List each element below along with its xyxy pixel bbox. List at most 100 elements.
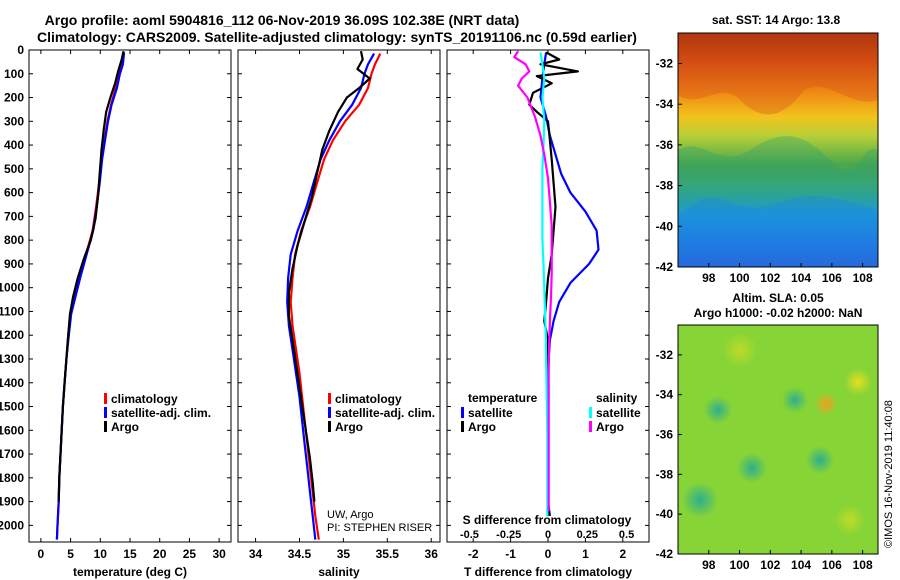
depth-tick-label: 700 <box>4 209 24 223</box>
depth-tick-label: 1600 <box>0 423 24 437</box>
series-line-argo <box>57 50 125 502</box>
map-x-tick-label: 108 <box>853 271 873 285</box>
map-y-tick-label: -42 <box>656 547 674 561</box>
map-x-tick-label: 98 <box>702 271 716 285</box>
map-y-tick-label: -42 <box>656 260 674 274</box>
legend-satellite: satellite-adj. clim. <box>335 406 435 420</box>
sla-map-title-2: Argo h1000: -0.02 h2000: NaN <box>694 306 863 320</box>
map-y-tick-label: -38 <box>656 179 674 193</box>
sla-eddy <box>782 387 808 413</box>
sla-warm-eddy <box>834 504 866 536</box>
map-y-tick-label: -40 <box>656 507 674 521</box>
legend-salinity-title: salinity <box>596 391 638 405</box>
x-tick-label: 35 <box>337 547 351 561</box>
legend-marker-climatology <box>104 393 107 404</box>
x-tick-label: 1 <box>582 547 589 561</box>
map-x-tick-label: 104 <box>791 271 811 285</box>
legend-marker-s-argo <box>589 421 592 432</box>
map-x-tick-label: 98 <box>702 558 716 572</box>
salinity-legend: climatology satellite-adj. clim. Argo <box>328 392 435 434</box>
series-line-argo <box>287 50 371 502</box>
legend-marker-t-argo <box>461 421 464 432</box>
legend-t-argo: Argo <box>468 420 496 434</box>
depth-axis: 0 100 200 300 400 500 600 700 800 900 1000 1100 1200… <box>0 43 649 532</box>
legend-satellite: satellite-adj. clim. <box>111 406 211 420</box>
depth-tick-label: 400 <box>4 138 24 152</box>
series-line-satellite-adj-clim- <box>55 52 126 540</box>
x-tick-label: 15 <box>123 547 137 561</box>
temperature-legend: climatology satellite-adj. clim. Argo <box>104 392 211 434</box>
sst-warm-patch <box>678 33 878 115</box>
depth-tick-label: 1300 <box>0 352 24 366</box>
map-x-tick-label: 100 <box>730 558 750 572</box>
map-x-tick-label: 100 <box>730 271 750 285</box>
series-line-s-argo <box>513 50 553 512</box>
legend-marker-argo <box>328 421 331 432</box>
legend-climatology: climatology <box>335 392 402 406</box>
sst-map-field <box>678 33 878 267</box>
title-line-1: Argo profile: aoml 5904816_112 06-Nov-20… <box>45 12 520 28</box>
map-x-tick-label: 106 <box>822 558 842 572</box>
depth-tick-label: 800 <box>4 233 24 247</box>
sla-eddy <box>682 482 718 518</box>
legend-argo: Argo <box>335 420 363 434</box>
x-tick-label: 2 <box>619 547 626 561</box>
legend-marker-satellite <box>104 407 107 418</box>
x-tick-label: 10 <box>94 547 108 561</box>
difference-legend: temperature salinity satellite Argo sate… <box>461 391 641 434</box>
profile-lines <box>55 50 600 540</box>
map-y-tick-label: -38 <box>656 467 674 481</box>
legend-climatology: climatology <box>111 392 178 406</box>
depth-tick-label: 1800 <box>0 471 24 485</box>
x-tick-label: 30 <box>212 547 226 561</box>
legend-marker-climatology <box>328 393 331 404</box>
legend-marker-argo <box>104 421 107 432</box>
depth-tick-label: 1900 <box>0 495 24 509</box>
depth-tick-label: 600 <box>4 186 24 200</box>
x-tick-label: 20 <box>153 547 167 561</box>
map-y-tick-label: -34 <box>656 388 674 402</box>
salinity-annotation-line-1: UW, Argo <box>327 509 373 521</box>
sla-eddy <box>737 453 767 483</box>
map-x-tick-label: 104 <box>791 558 811 572</box>
depth-tick-label: 200 <box>4 91 24 105</box>
sla-eddy <box>704 396 732 424</box>
s-diff-tick-label: -0.25 <box>496 529 521 541</box>
difference-xlabel: T difference from climatology <box>464 565 632 579</box>
sla-map-title-1: Altim. SLA: 0.05 <box>732 291 824 305</box>
sst-green-patch <box>678 136 878 180</box>
series-line-climatology <box>55 52 125 540</box>
x-tick-label: 34 <box>249 547 263 561</box>
map-y-tick-label: -32 <box>656 57 674 71</box>
legend-marker-s-satellite <box>589 407 592 418</box>
depth-tick-label: 1200 <box>0 328 24 342</box>
depth-tick-label: 1400 <box>0 376 24 390</box>
depth-tick-label: 300 <box>4 114 24 128</box>
depth-tick-label: 1700 <box>0 447 24 461</box>
legend-temperature-title: temperature <box>468 391 538 405</box>
map-x-tick-label: 102 <box>760 558 780 572</box>
s-difference-label: S difference from climatology <box>463 513 632 527</box>
series-line-climatology <box>289 53 382 540</box>
map-y-tick-label: -32 <box>656 348 674 362</box>
sla-warm-eddy <box>844 368 872 396</box>
s-diff-tick-label: 0 <box>545 529 551 541</box>
s-diff-tick-label: 0.25 <box>577 529 598 541</box>
sst-map-axes: 98 100 102 104 106 108 -32 -34 -36 -38 -40 -42 <box>656 57 873 285</box>
salinity-annotation-line-2: PI: STEPHEN RISER <box>327 522 432 534</box>
depth-tick-label: 0 <box>17 43 24 57</box>
temperature-xlabel: temperature (deg C) <box>73 565 187 579</box>
map-x-tick-label: 108 <box>853 558 873 572</box>
credit-vertical: ©IMOS 16-Nov-2019 11:40:08 <box>883 400 895 548</box>
legend-marker-satellite <box>328 407 331 418</box>
sst-blue-patch <box>678 196 878 267</box>
depth-tick-label: 2000 <box>0 518 24 532</box>
sla-warm-eddy <box>814 392 838 416</box>
x-tick-label: 0 <box>38 547 45 561</box>
sla-map <box>677 324 879 555</box>
x-tick-label: 0 <box>545 547 552 561</box>
depth-tick-label: 500 <box>4 162 24 176</box>
depth-tick-label: 900 <box>4 257 24 271</box>
x-tick-label: -2 <box>468 547 479 561</box>
